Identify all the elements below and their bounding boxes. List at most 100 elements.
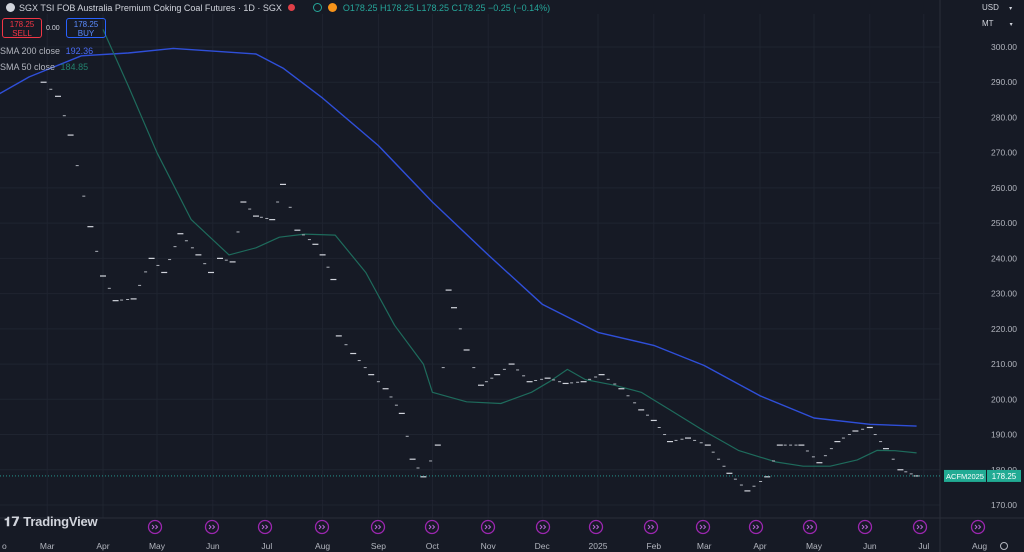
y-tick-label: 240.00: [991, 253, 1017, 263]
sell-price: 178.25: [9, 20, 35, 29]
sma50-value: 184.85: [60, 62, 89, 72]
buy-button[interactable]: 178.25 BUY: [66, 18, 106, 38]
event-marker-icon[interactable]: [912, 519, 928, 535]
x-tick-label: Dec: [535, 541, 551, 551]
chart-header: SGX TSI FOB Australia Premium Coking Coa…: [0, 0, 940, 15]
currency-label: USD: [982, 3, 999, 12]
buy-label: BUY: [77, 29, 95, 38]
unit-label: MT: [982, 19, 994, 28]
event-marker-icon[interactable]: [257, 519, 273, 535]
y-tick-label: 280.00: [991, 112, 1017, 122]
tradingview-mark-icon: 𝟏𝟳: [4, 514, 20, 529]
y-tick-label: 180.00: [991, 465, 1017, 475]
time-axis[interactable]: Mar Apr May Jun Jul Aug Sep Oct Nov Dec 2025 Feb Mar…: [0, 517, 1024, 551]
event-arrow-icon: [374, 524, 382, 530]
symbol-logo-icon: [6, 3, 15, 12]
settings-gear-icon[interactable]: [1000, 542, 1008, 550]
event-marker-icon[interactable]: [370, 519, 386, 535]
event-arrow-icon: [539, 524, 547, 530]
event-marker-icon[interactable]: [535, 519, 551, 535]
sma50-legend[interactable]: SMA 50 close 184.85: [0, 62, 88, 72]
y-tick-label: 270.00: [991, 148, 1017, 158]
x-tick-label: Sep: [371, 541, 386, 551]
sma200-label: SMA 200 close: [0, 46, 61, 56]
symbol-title[interactable]: SGX TSI FOB Australia Premium Coking Coa…: [19, 2, 282, 13]
x-tick-label: Nov: [481, 541, 497, 551]
y-tick-label: 210.00: [991, 359, 1017, 369]
sma200-legend[interactable]: SMA 200 close 192.36: [0, 46, 93, 56]
delayed-data-icon[interactable]: [327, 3, 337, 12]
event-arrow-icon: [916, 524, 924, 530]
event-arrow-icon: [151, 524, 159, 530]
event-marker-icon[interactable]: [857, 519, 873, 535]
price-axis[interactable]: 170.00 180.00 190.00 200.00 210.00 220.00 230.…: [939, 0, 1017, 552]
ohlc-values: O178.25 H178.25 L178.25 C178.25 −0.25 (−…: [342, 2, 551, 13]
last-price-marker: ACFM2025 178.25: [0, 469, 1021, 482]
sma200-line: [0, 47, 917, 427]
event-arrow-icon: [428, 524, 436, 530]
event-marker-icon[interactable]: [204, 519, 220, 535]
symbol-tag-label: ACFM2025: [946, 472, 984, 481]
event-arrow-icon: [208, 524, 216, 530]
x-tick-label: Jul: [918, 541, 929, 551]
event-arrow-icon: [974, 524, 982, 530]
event-arrow-icon: [318, 524, 326, 530]
event-marker-icon[interactable]: [480, 519, 496, 535]
y-tick-label: 260.00: [991, 183, 1017, 193]
y-tick-label: 290.00: [991, 77, 1017, 87]
eye-icon[interactable]: [312, 3, 322, 12]
unit-button[interactable]: MT ▾: [982, 19, 1022, 28]
y-tick-label: 220.00: [991, 324, 1017, 334]
x-tick-label: Jun: [863, 541, 877, 551]
event-marker-icon[interactable]: [147, 519, 163, 535]
x-tick-label: May: [149, 541, 166, 551]
event-arrow-icon: [861, 524, 869, 530]
event-marker-icon[interactable]: [802, 519, 818, 535]
spread-value: 0.00: [46, 25, 60, 32]
x-tick-label: Aug: [315, 541, 330, 551]
event-marker-icon[interactable]: [695, 519, 711, 535]
event-arrow-icon: [647, 524, 655, 530]
y-tick-label: 200.00: [991, 394, 1017, 404]
event-marker-icon[interactable]: [314, 519, 330, 535]
event-marker-icon[interactable]: [643, 519, 659, 535]
series-layer: [0, 29, 920, 492]
x-tick-label: Jul: [261, 541, 272, 551]
chevron-down-icon: ▾: [1009, 6, 1013, 12]
event-markers: [147, 519, 986, 535]
x-tick-label: Oct: [426, 541, 440, 551]
x-tick-label: Feb: [646, 541, 661, 551]
event-marker-icon[interactable]: [588, 519, 604, 535]
x-tick-label: Aug: [972, 541, 987, 551]
event-arrow-icon: [592, 524, 600, 530]
y-tick-label: 170.00: [991, 500, 1017, 510]
sell-button[interactable]: 178.25 SELL: [2, 18, 42, 38]
x-tick-label: Apr: [96, 541, 109, 551]
buy-price: 178.25: [73, 20, 99, 29]
sell-label: SELL: [12, 29, 32, 38]
sma50-label: SMA 50 close: [0, 62, 56, 72]
x-tick-label-partial: o: [2, 541, 7, 551]
event-arrow-icon: [752, 524, 760, 530]
x-tick-label: May: [806, 541, 823, 551]
currency-button[interactable]: USD ▾: [982, 3, 1022, 12]
tradingview-logo[interactable]: 𝟏𝟳 TradingView: [4, 514, 98, 530]
event-marker-icon[interactable]: [424, 519, 440, 535]
symbol-tag: [944, 469, 986, 482]
event-marker-icon[interactable]: [748, 519, 764, 535]
event-arrow-icon: [806, 524, 814, 530]
sma50-line: [102, 29, 917, 467]
gridlines: [0, 14, 940, 518]
x-tick-label: 2025: [589, 541, 608, 551]
sma200-value: 192.36: [65, 46, 94, 56]
y-tick-label: 300.00: [991, 42, 1017, 52]
price-tag: [987, 469, 1021, 482]
event-arrow-icon: [699, 524, 707, 530]
y-tick-label: 250.00: [991, 218, 1017, 228]
event-marker-icon[interactable]: [970, 519, 986, 535]
x-tick-label: Mar: [697, 541, 712, 551]
x-tick-label: Mar: [40, 541, 55, 551]
logo-text: TradingView: [23, 514, 98, 529]
chevron-down-icon: ▾: [1009, 22, 1013, 28]
